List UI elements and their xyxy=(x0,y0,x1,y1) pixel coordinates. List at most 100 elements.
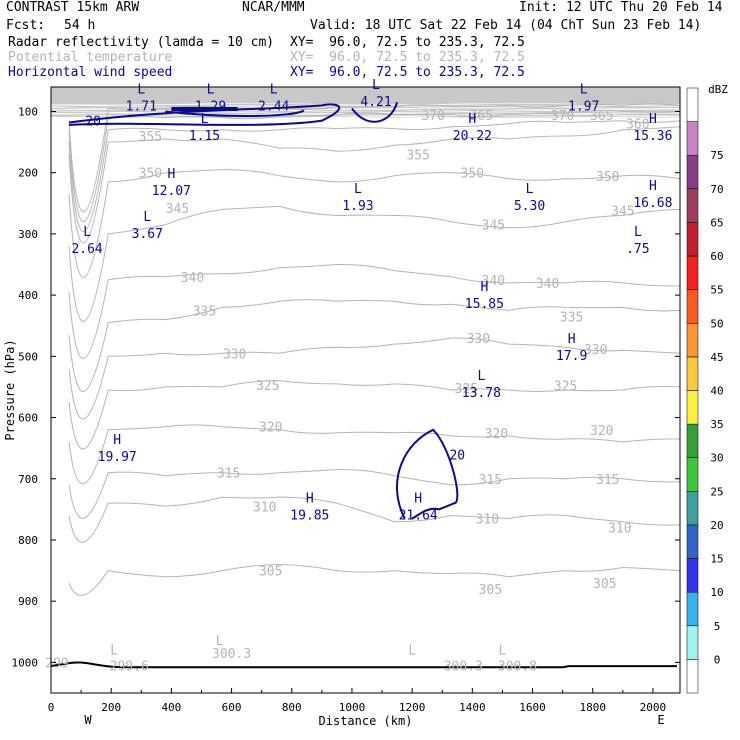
colorbar-swatch xyxy=(686,255,699,290)
colorbar-unit: dBZ xyxy=(708,83,728,96)
wind-extremum-marker: H xyxy=(568,332,576,347)
colorbar-tick-label: 65 xyxy=(710,216,723,229)
field-wind-xy: XY= 96.0, 72.5 to 235.3, 72.5 xyxy=(290,65,525,80)
theta-label: 345 xyxy=(166,202,189,217)
wind-extremum-marker: L xyxy=(143,210,151,225)
west-label: W xyxy=(84,713,92,727)
theta-contour-330 xyxy=(68,337,681,420)
theta-label: 350 xyxy=(596,170,619,185)
x-tick-label: 1000 xyxy=(339,701,366,714)
theta-label: 310 xyxy=(608,522,631,537)
x-axis-title: Distance (km) xyxy=(319,714,413,728)
x-tick-label: 600 xyxy=(222,701,242,714)
theta-label: 300.8 xyxy=(498,659,537,674)
theta-label: 325 xyxy=(554,380,577,395)
wind-extremum-marker: L xyxy=(477,369,485,384)
wind-extremum-marker: H xyxy=(649,112,657,127)
colorbar-tick-label: 40 xyxy=(710,385,723,398)
colorbar-swatch xyxy=(686,154,699,190)
plot-frame xyxy=(50,86,681,694)
wind-extremum-value: 19.85 xyxy=(290,508,329,523)
theta-label: 350 xyxy=(461,167,484,182)
wind-extremum-marker: H xyxy=(649,179,657,194)
colorbar-tick-label: 45 xyxy=(710,351,723,364)
theta-label: 335 xyxy=(560,311,583,326)
y-tick-label: 700 xyxy=(18,473,38,486)
theta-contour-355 xyxy=(68,126,681,244)
theta-contour-340 xyxy=(68,263,681,359)
wind-extremum-marker: L xyxy=(83,225,91,240)
wind-extremum-value: 21.64 xyxy=(399,508,438,523)
wind-extremum-marker: L xyxy=(201,112,209,127)
wind-extremum-value: 2.64 xyxy=(71,242,102,257)
wind-contours xyxy=(68,101,459,520)
theta-label: 350 xyxy=(139,167,162,182)
init-time: Init: 12 UTC Thu 20 Feb 14 xyxy=(519,0,723,15)
theta-label: 345 xyxy=(611,205,634,220)
colorbar-tick-label: 50 xyxy=(710,317,723,330)
theta-contour-360 xyxy=(68,120,681,233)
stratosphere-contour-line xyxy=(50,108,681,112)
colorbar-tick-label: 70 xyxy=(710,183,723,196)
wind-extremum-value: 17.9 xyxy=(556,349,587,364)
east-label: E xyxy=(657,713,664,727)
theta-extremum-marker: L xyxy=(110,643,118,658)
y-tick-label: 100 xyxy=(18,105,38,118)
axes: 0 200 400 600 800 1000 1200 1400 1600 1800 2000 100… xyxy=(3,105,680,728)
wind-extremum-value: 1.71 xyxy=(126,99,157,114)
colorbar-swatch xyxy=(686,423,699,458)
colorbar-swatch xyxy=(686,524,699,559)
colorbar-swatch xyxy=(686,356,699,391)
colorbar-swatch xyxy=(686,457,699,492)
x-tick-label: 0 xyxy=(48,701,55,714)
theta-label: 340 xyxy=(536,277,559,292)
wind-extremum-value: 19.97 xyxy=(98,450,137,465)
y-axis-title: Pressure (hPa) xyxy=(3,339,17,440)
theta-label: 325 xyxy=(455,382,478,397)
y-tick-label: 800 xyxy=(18,534,38,547)
colorbar-tick-label: 35 xyxy=(710,418,723,431)
theta-label: 330 xyxy=(584,343,607,358)
colorbar-swatch xyxy=(686,591,699,627)
y-tick-label: 400 xyxy=(18,289,38,302)
wind-extremum-value: 4.21 xyxy=(360,95,391,110)
theta-label: 305 xyxy=(259,565,282,580)
theta-extremum-marker: L xyxy=(408,643,416,658)
theta-label: 365 xyxy=(590,109,613,124)
colorbar-swatch xyxy=(686,87,699,122)
x-tick-label: 1600 xyxy=(519,701,546,714)
theta-label: 300.3 xyxy=(212,647,251,662)
wind-extremum-marker: L xyxy=(137,82,145,97)
wind-extremum-marker: L xyxy=(580,82,588,97)
theta-label: 320 xyxy=(590,424,613,439)
wind-extremum-marker: L xyxy=(526,182,534,197)
theta-label: 355 xyxy=(139,130,162,145)
wind-extremum-value: 1.97 xyxy=(568,99,599,114)
theta-label: 340 xyxy=(181,271,204,286)
theta-label: 370 xyxy=(421,109,444,124)
wind-extremum-marker: H xyxy=(480,280,488,295)
y-tick-label: 300 xyxy=(18,228,38,241)
theta-label: 315 xyxy=(596,473,619,488)
wind-extremum-marker: H xyxy=(468,112,476,127)
wind-extremum-marker: L xyxy=(634,225,642,240)
field-reflectivity-xy: XY= 96.0, 72.5 to 235.3, 72.5 xyxy=(290,35,525,50)
colorbar-swatch xyxy=(686,188,699,223)
theta-label: 365 xyxy=(470,109,493,124)
theta-label: 355 xyxy=(406,148,429,163)
forecast-label: Fcst: xyxy=(6,18,46,33)
wind-extremum-marker: H xyxy=(414,491,422,506)
wind-extremum-value: 15.85 xyxy=(465,297,504,312)
theta-contour-350 xyxy=(68,169,681,278)
y-tick-label: 200 xyxy=(18,167,38,180)
colorbar-tick-label: 55 xyxy=(710,284,723,297)
theta-label: 310 xyxy=(476,513,499,528)
theta-label: 325 xyxy=(256,379,279,394)
field-theta-xy: XY= 96.0, 72.5 to 235.3, 72.5 xyxy=(290,50,525,65)
wind-extremum-value: 20.22 xyxy=(453,129,492,144)
wind-extremum-marker: H xyxy=(306,491,314,506)
x-tick-label: 1800 xyxy=(579,701,606,714)
theta-label: 315 xyxy=(217,467,240,482)
theta-contour-320 xyxy=(68,424,681,485)
valid-time: Valid: 18 UTC Sat 22 Feb 14 (04 ChT Sun … xyxy=(310,18,702,33)
